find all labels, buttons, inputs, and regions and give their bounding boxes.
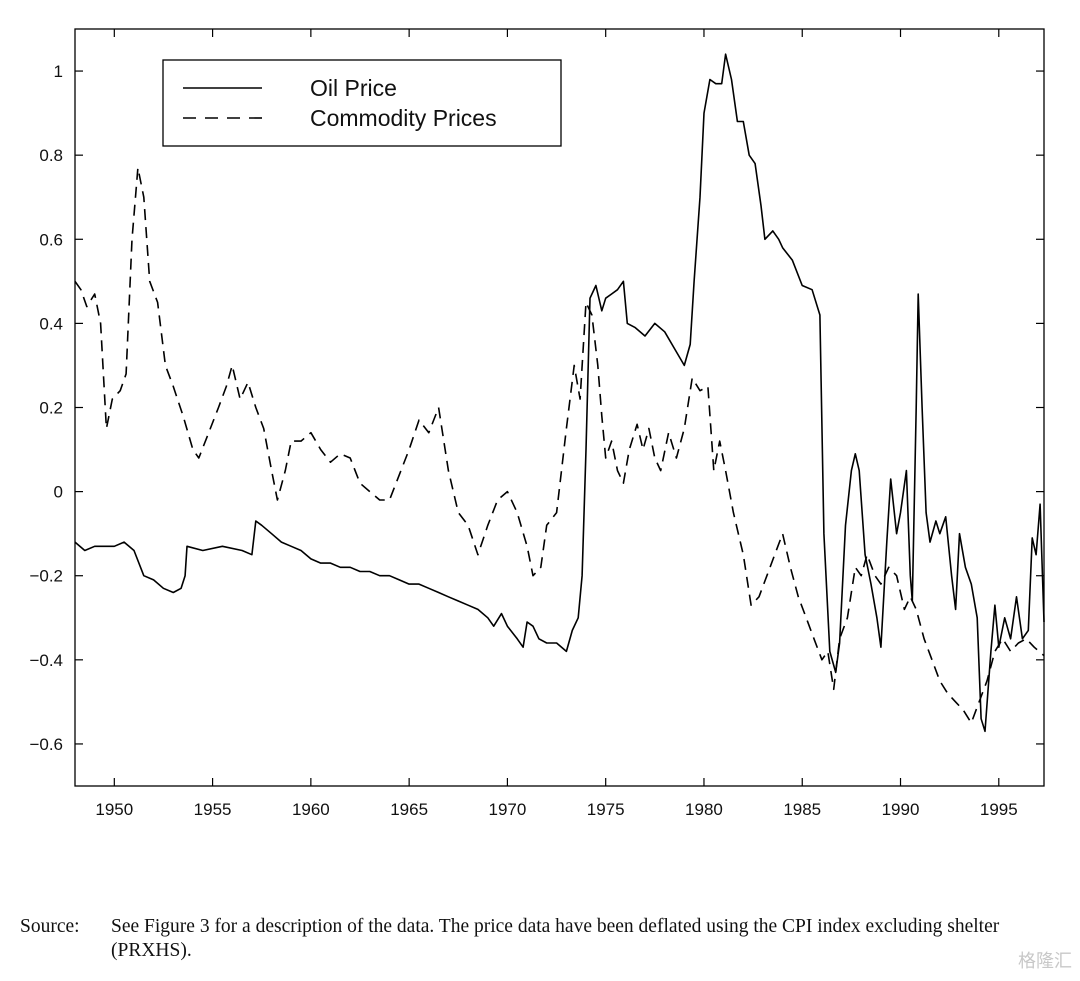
x-tick-label: 1950 bbox=[95, 800, 133, 819]
y-tick-label: −0.6 bbox=[29, 735, 63, 754]
x-axis: 1950 1955 1960 1965 1970 1975 1980 1985 1990 1995 bbox=[95, 29, 1018, 819]
x-tick-label: 1970 bbox=[488, 800, 526, 819]
x-tick-label: 1990 bbox=[882, 800, 920, 819]
watermark-logo: 格隆汇 bbox=[1018, 951, 1072, 972]
legend: Oil Price Commodity Prices bbox=[162, 59, 562, 147]
x-tick-label: 1995 bbox=[980, 800, 1018, 819]
y-tick-label: −0.4 bbox=[29, 651, 63, 670]
x-tick-label: 1965 bbox=[390, 800, 428, 819]
y-tick-label: 1 bbox=[54, 62, 63, 81]
x-tick-label: 1975 bbox=[587, 800, 625, 819]
y-tick-label: 0 bbox=[54, 483, 63, 502]
legend-label-oil-price: Oil Price bbox=[310, 75, 397, 101]
legend-label-commodity-prices: Commodity Prices bbox=[310, 105, 497, 131]
y-tick-label: 0.2 bbox=[39, 399, 63, 418]
x-tick-label: 1980 bbox=[685, 800, 723, 819]
x-tick-label: 1960 bbox=[292, 800, 330, 819]
series-layer bbox=[74, 53, 1045, 733]
y-tick-label: 0.4 bbox=[39, 314, 63, 333]
series-line-oil-price bbox=[74, 53, 1045, 733]
x-tick-label: 1955 bbox=[194, 800, 232, 819]
caption-label: Source: bbox=[20, 916, 80, 937]
y-tick-label: 0.6 bbox=[39, 230, 63, 249]
line-chart: 1950 1955 1960 1965 1970 1975 1980 1985 1990 1995… bbox=[29, 28, 1045, 819]
y-axis: −0.6 −0.4 −0.2 0 0.2 0.4 0.6 0.8 1 bbox=[29, 62, 1044, 754]
y-tick-label: −0.2 bbox=[29, 567, 63, 586]
x-tick-label: 1985 bbox=[783, 800, 821, 819]
caption-text: See Figure 3 for a description of the da… bbox=[111, 916, 1000, 961]
legend-box bbox=[162, 59, 562, 147]
y-tick-label: 0.8 bbox=[39, 146, 63, 165]
series-line-commodity-prices bbox=[74, 167, 1045, 724]
